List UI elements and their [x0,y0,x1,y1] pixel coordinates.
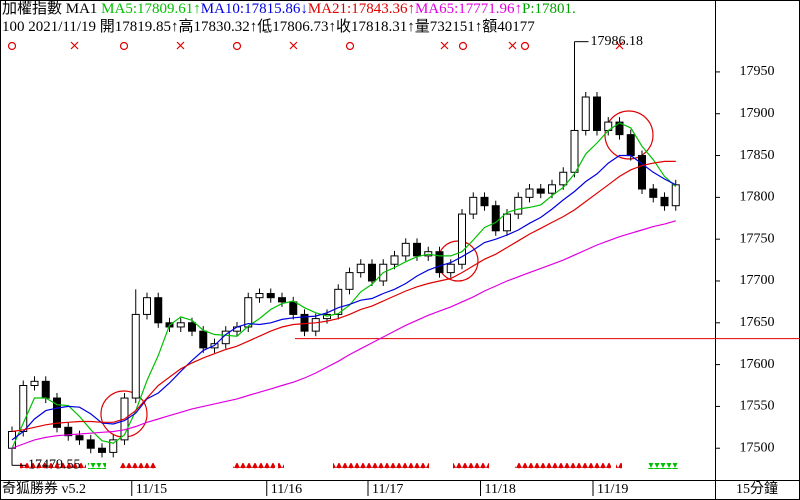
x-tick-label: 11/19 [597,482,628,497]
candle-body [480,196,489,207]
candle-body [356,263,365,274]
y-tick-label: 17700 [740,273,775,288]
candle-body [154,297,163,324]
legend-entry: MA65:17771.96↑ [414,1,523,17]
ma-line [11,154,677,441]
candle-body [289,301,298,315]
candle-body [503,213,511,232]
legend: MA5:17809.61↑MA10:17815.86↓MA21:17843.36… [101,1,522,17]
candle-body [615,121,624,136]
high-annotation: 17986.18 [591,34,644,49]
x-tick-label: 11/16 [271,482,302,497]
candle-body [278,297,286,303]
y-tick-label: 17500 [740,440,775,455]
y-tick-label: 17550 [740,399,775,414]
header-line-1: 加權指數 MA1 MA5:17809.61↑MA10:17815.86↓MA21… [2,0,714,18]
candle-body [176,322,185,328]
x-tick-label: 11/15 [136,482,167,497]
candle-body [548,184,556,194]
candle-body [53,397,61,428]
candle-body [98,447,106,453]
candle-body [345,272,354,290]
candle-body [266,293,275,299]
candle-body [570,129,579,173]
x-tick-label: 11/17 [372,482,403,497]
candle-body [446,263,455,274]
candle-body [30,380,39,387]
y-tick-label: 17950 [740,64,775,79]
candle-body [86,439,95,449]
candle-body [671,184,680,207]
header-line-2: 100 2021/11/19 開17819.85↑高17830.32↑低1780… [2,18,714,36]
low-annotation: 17479.55 [28,458,81,473]
candle-body [143,297,151,315]
candle-body [188,322,196,332]
ma-line [11,160,676,433]
y-tick-label: 17750 [740,231,775,246]
y-tick-label: 17600 [740,357,775,372]
price-label: P:17801. [522,1,576,17]
header-title: 加權指數 MA1 [2,1,98,17]
legend-entry: MA21:17843.36↑ [307,1,415,17]
candle-body [638,155,646,190]
header-info: 100 2021/11/19 開17819.85↑高17830.32↑低1780… [2,19,535,35]
footer-left: 奇狐勝券 v5.2 [2,480,86,497]
candle-body [41,380,50,399]
candle-body [593,96,601,131]
ma-line [11,220,676,449]
legend-entry: MA10:17815.86↓ [200,1,308,17]
highlight-circles [100,110,654,438]
ma-line [11,122,677,449]
candle-body [199,330,208,349]
candle-body [109,439,118,453]
x-tick-label: 11/18 [485,482,516,497]
y-tick-label: 17900 [740,106,775,121]
y-tick-label: 17850 [740,148,775,163]
candle-body [559,171,568,186]
candle-body [525,188,534,198]
candle-body [458,213,466,265]
candle-body [649,188,658,198]
candle-body [131,313,140,399]
legend-entry: MA5:17809.61↑ [101,1,201,17]
candle-body [413,242,421,257]
candle-body [491,205,500,232]
candle-body [514,196,523,215]
candle-body [255,293,264,299]
candle-body [536,188,545,194]
y-tick-label: 17650 [740,315,775,330]
candle-body [75,435,84,441]
candle-body [390,255,399,265]
signal-markers [7,41,624,51]
candle-body [334,288,343,315]
candle-body [401,242,410,257]
y-tick-label: 17800 [740,190,775,205]
candle-body [626,134,635,157]
candle-body [64,426,73,437]
candle-body [660,196,669,207]
period-label: 15分鐘 [736,480,778,497]
candle-body [368,263,376,282]
candle-body [469,196,478,215]
candle-body [581,96,590,131]
signal-triangles [20,463,678,469]
candle-body [311,318,320,332]
candle-body [244,297,253,328]
candle-body [435,251,444,274]
